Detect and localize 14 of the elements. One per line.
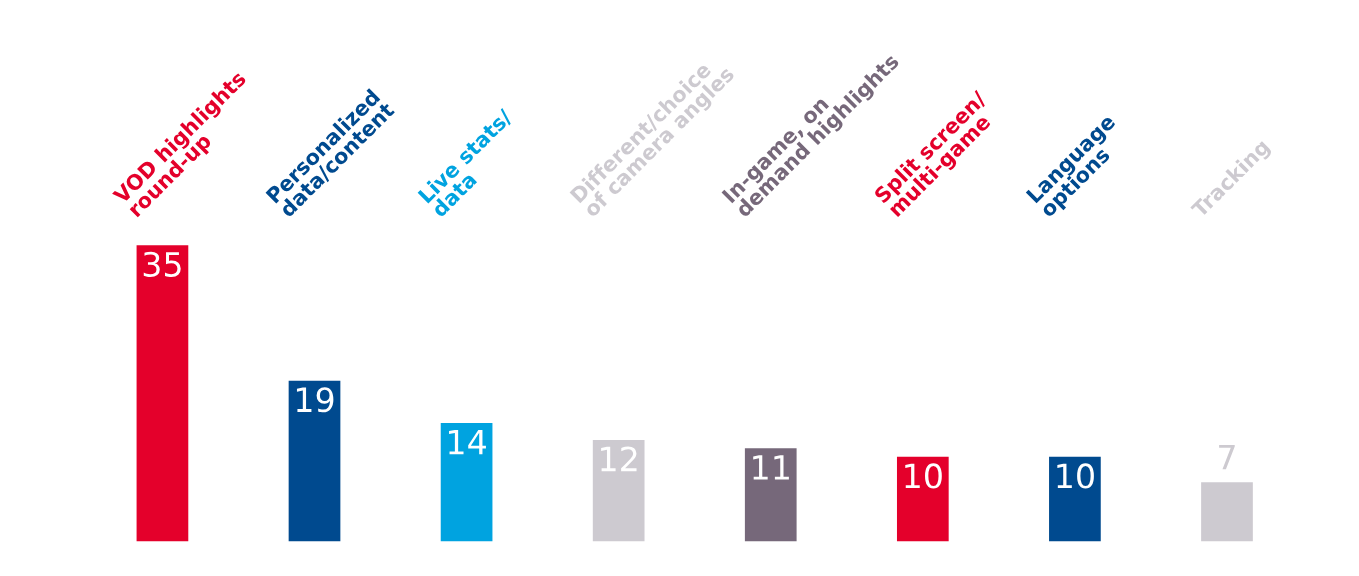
data-label: 10 bbox=[905, 463, 942, 489]
bar bbox=[136, 245, 189, 542]
data-label: 10 bbox=[1057, 463, 1094, 489]
data-label: 11 bbox=[753, 455, 789, 480]
bar bbox=[896, 456, 949, 542]
data-label: 14 bbox=[449, 429, 486, 455]
bar bbox=[440, 422, 493, 542]
bar bbox=[744, 448, 797, 542]
bar bbox=[592, 439, 645, 542]
bar bbox=[1201, 482, 1253, 542]
bar bbox=[288, 380, 341, 542]
bar bbox=[1049, 456, 1101, 542]
data-label: 19 bbox=[296, 387, 334, 413]
data-label: 35 bbox=[143, 251, 181, 277]
